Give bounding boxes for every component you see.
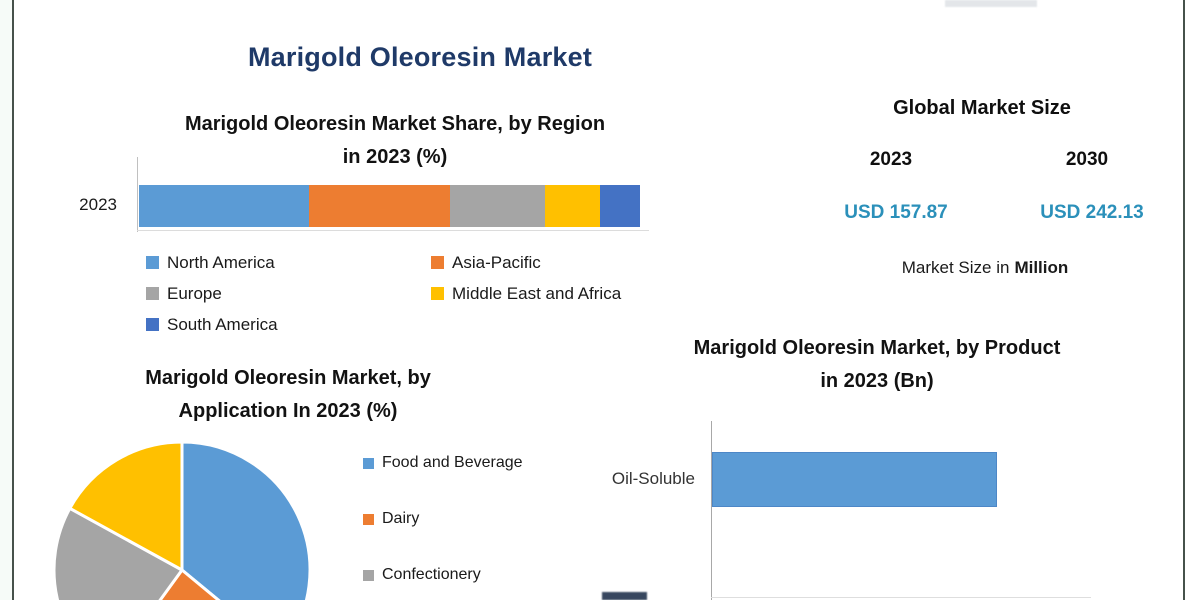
legend-swatch-icon xyxy=(146,256,159,269)
market-size-unit-bold: Million xyxy=(1014,258,1069,277)
application-chart-title: Marigold Oleoresin Market, by Applicatio… xyxy=(58,362,518,428)
bar-segment-north-america xyxy=(139,185,310,227)
region-chart-title: Marigold Oleoresin Market Share, by Regi… xyxy=(105,108,685,174)
region-category-label: 2023 xyxy=(79,195,117,214)
region-legend-col-1: North America Europe South America xyxy=(146,247,278,340)
legend-item-food-and-beverage: Food and Beverage xyxy=(363,452,523,474)
legend-item-south-america: South America xyxy=(146,309,278,340)
global-market-size-title: Global Market Size xyxy=(893,97,1071,119)
legend-label: South America xyxy=(167,314,278,334)
pie-slice-dairy xyxy=(158,568,221,600)
region-chart-title-line2: in 2023 (%) xyxy=(342,146,448,168)
legend-item-middle-east-and-africa: Middle East and Africa xyxy=(431,278,621,309)
cropped-content-artifact-bottom xyxy=(602,592,647,600)
product-y-axis-line xyxy=(711,421,712,600)
legend-label: Europe xyxy=(167,283,222,303)
legend-item-dairy: Dairy xyxy=(363,508,523,530)
legend-swatch-icon xyxy=(146,318,159,331)
product-bar xyxy=(712,452,997,507)
bar-segment-asia-pacific xyxy=(309,185,450,227)
legend-label: Confectionery xyxy=(382,566,481,583)
market-size-value-2023: USD 157.87 xyxy=(844,202,948,223)
legend-swatch-icon xyxy=(363,513,374,525)
market-size-year-2023: 2023 xyxy=(869,149,913,170)
left-margin-strip xyxy=(0,0,12,600)
legend-label: North America xyxy=(167,252,275,272)
legend-swatch-icon xyxy=(431,287,444,300)
legend-swatch-icon xyxy=(363,569,374,581)
left-frame-border xyxy=(12,0,14,600)
product-chart-title-line1: Marigold Oleoresin Market, by Product xyxy=(693,337,1061,359)
legend-item-asia-pacific: Asia-Pacific xyxy=(431,247,621,278)
page-title: Marigold Oleoresin Market xyxy=(247,42,593,72)
product-bottom-gridline xyxy=(711,597,1091,598)
region-y-axis-line xyxy=(137,157,138,232)
bar-segment-middle-east-and-africa xyxy=(544,185,600,227)
product-chart-title-line2: in 2023 (Bn) xyxy=(820,370,934,392)
legend-item-confectionery: Confectionery xyxy=(363,564,523,586)
legend-label: Middle East and Africa xyxy=(452,283,622,303)
market-size-unit: Market Size in Million xyxy=(860,258,1110,278)
market-size-unit-prefix: Market Size in xyxy=(901,258,1010,277)
region-legend-col-2: Asia-Pacific Middle East and Africa xyxy=(431,247,621,309)
right-frame-border xyxy=(1183,0,1185,600)
legend-swatch-icon xyxy=(146,287,159,300)
market-size-year-2030: 2030 xyxy=(1065,149,1109,170)
legend-swatch-icon xyxy=(363,457,374,469)
bar-segment-europe xyxy=(449,185,545,227)
pie-slice-unlabeled xyxy=(68,440,184,572)
product-chart-title: Marigold Oleoresin Market, by Product in… xyxy=(637,332,1117,398)
pie-legend: Food and Beverage Dairy Confectionery xyxy=(363,452,523,600)
pie-slice-food-and-beverage xyxy=(180,440,312,600)
market-size-value-2030: USD 242.13 xyxy=(1040,202,1144,223)
legend-swatch-icon xyxy=(431,256,444,269)
legend-label: Asia-Pacific xyxy=(452,252,541,272)
product-category-label: Oil-Soluble xyxy=(611,469,695,488)
bar-segment-south-america xyxy=(599,185,640,227)
legend-label: Dairy xyxy=(382,510,420,527)
application-chart-title-line2: Application In 2023 (%) xyxy=(178,400,398,422)
pie-slice-confectionery xyxy=(52,506,184,600)
application-pie xyxy=(52,440,312,600)
region-stacked-bar xyxy=(139,185,640,227)
legend-label: Food and Beverage xyxy=(382,454,523,471)
region-x-axis-line xyxy=(137,230,649,231)
application-chart-title-line1: Marigold Oleoresin Market, by xyxy=(145,367,431,389)
legend-item-europe: Europe xyxy=(146,278,278,309)
cropped-text-artifact-top xyxy=(945,0,1037,7)
region-chart-title-line1: Marigold Oleoresin Market Share, by Regi… xyxy=(184,113,606,135)
legend-item-north-america: North America xyxy=(146,247,278,278)
